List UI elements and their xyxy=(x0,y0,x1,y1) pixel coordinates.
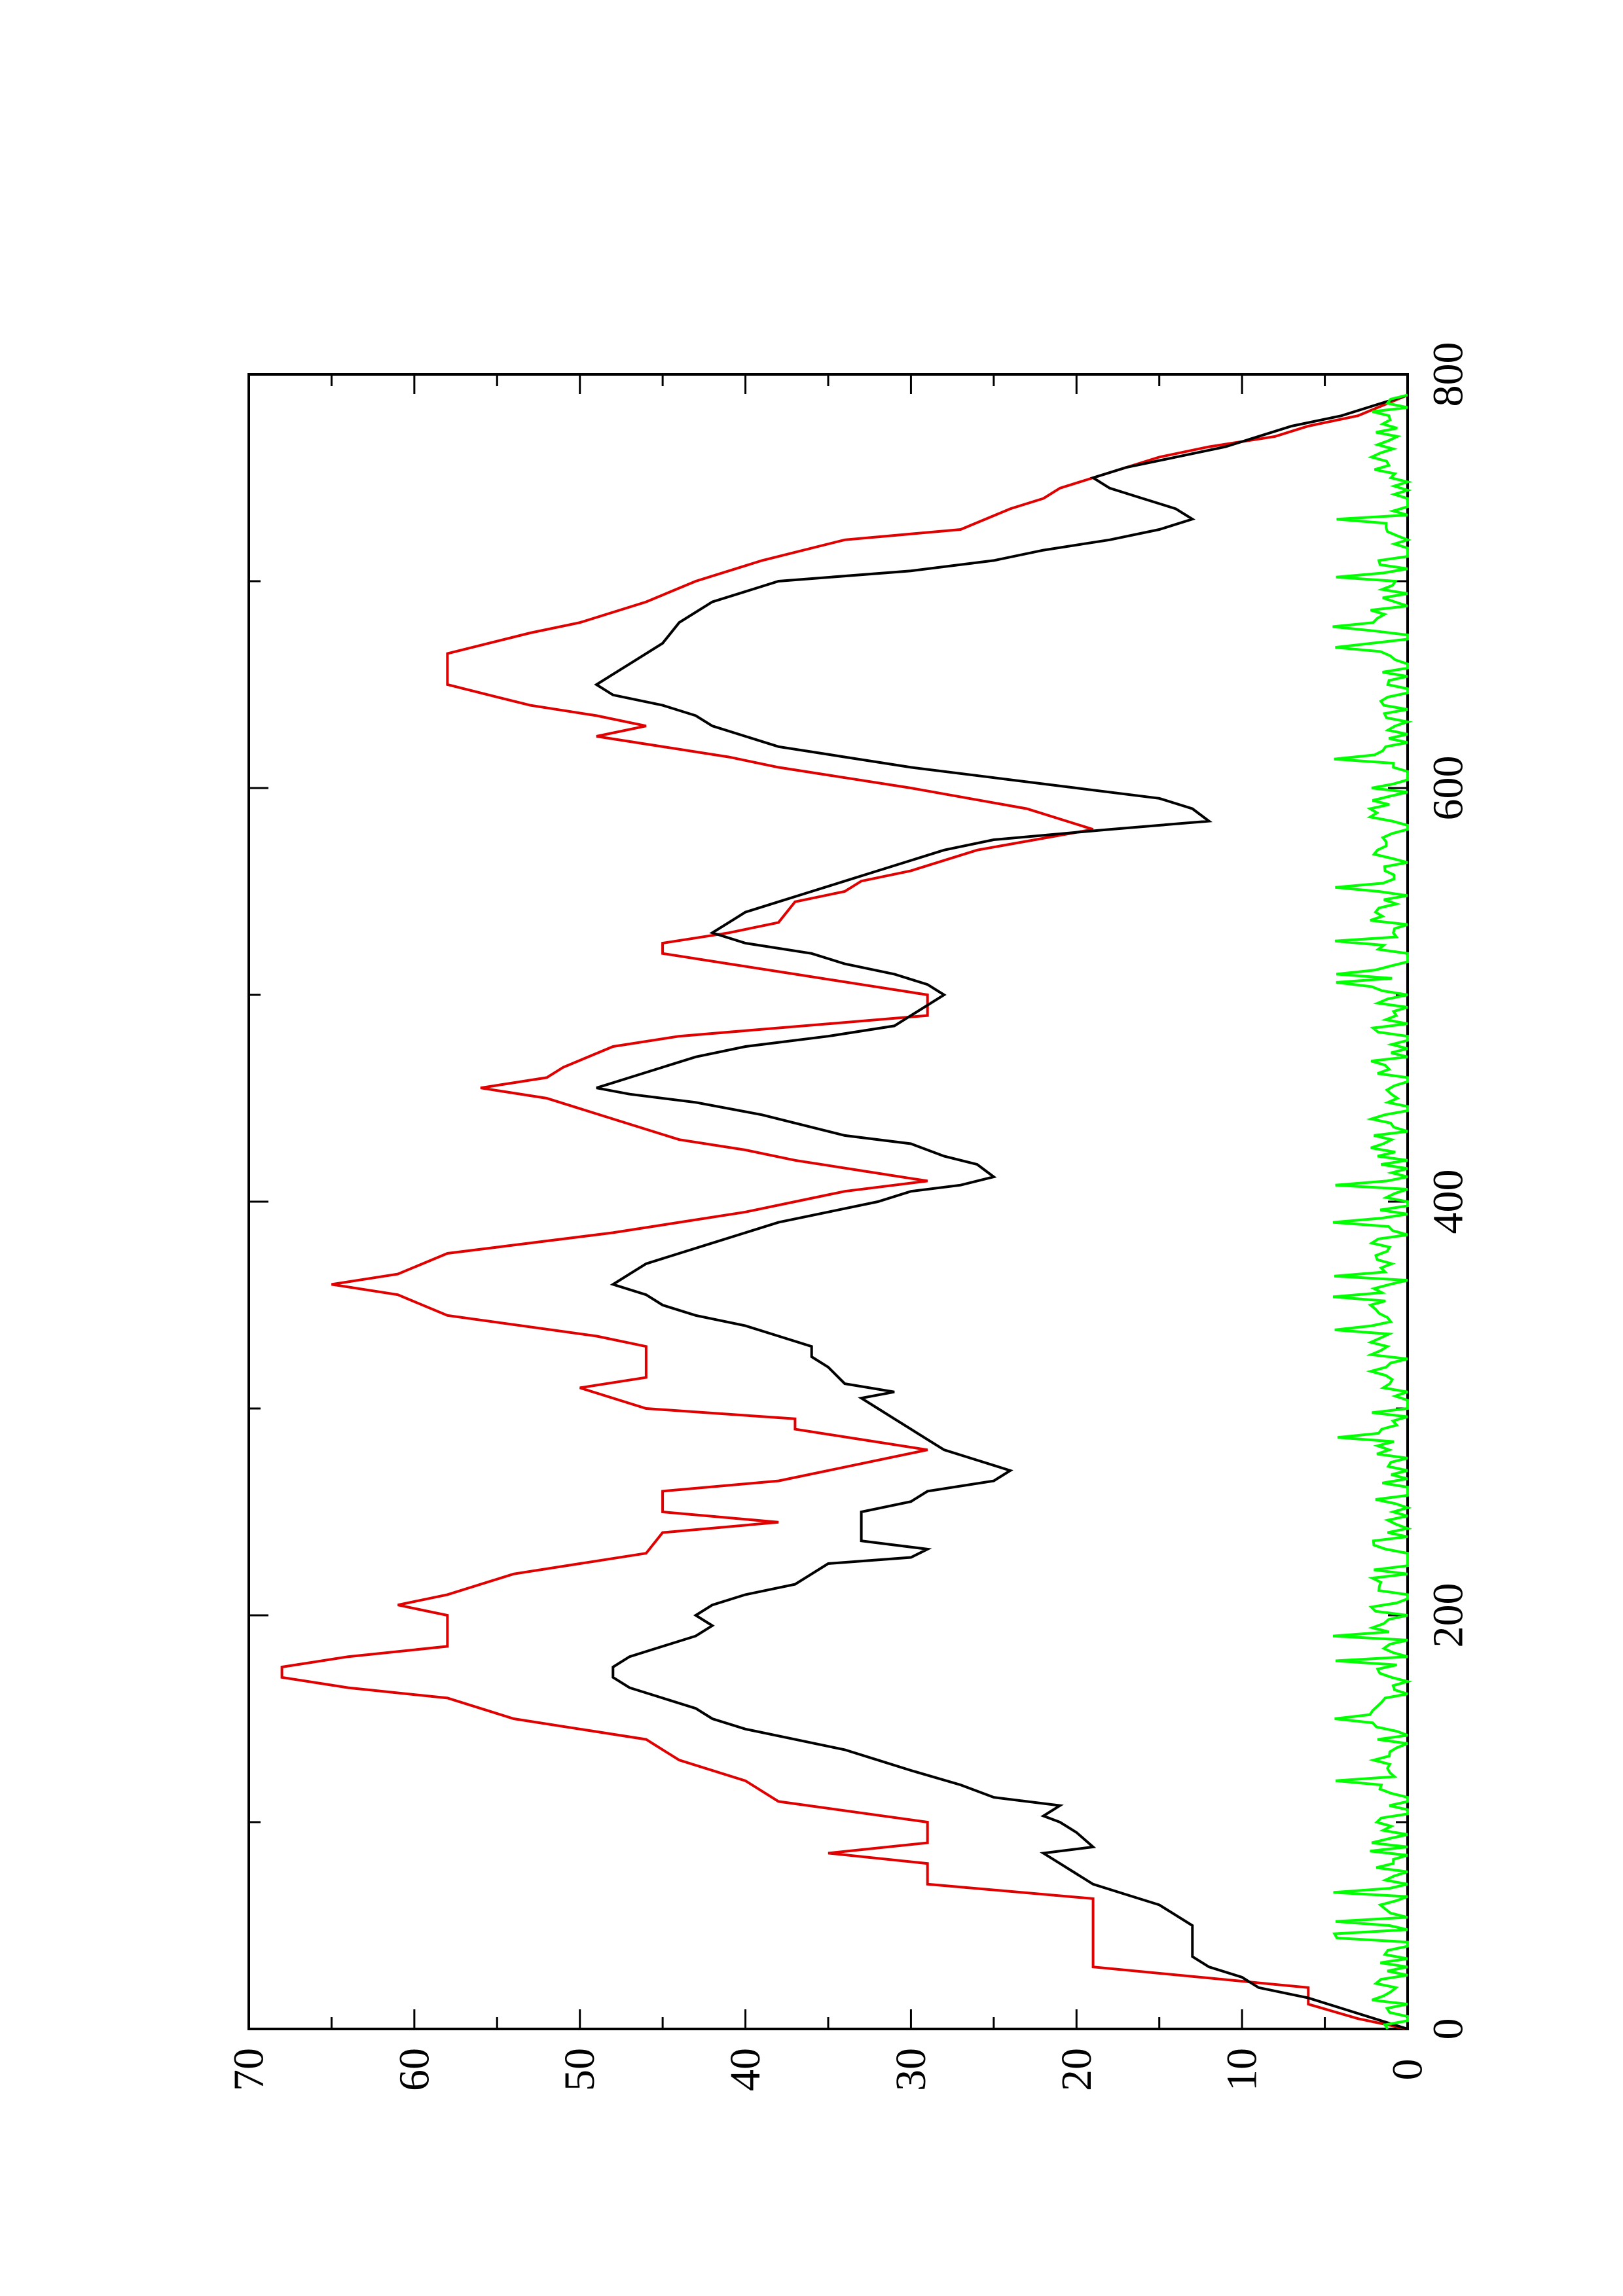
y-tick-label: 60 xyxy=(390,2048,438,2091)
y-tick-label: 20 xyxy=(1053,2048,1101,2091)
x-tick-label: 400 xyxy=(1425,1170,1472,1234)
tick-marks xyxy=(247,373,1409,2030)
series-group xyxy=(280,393,1413,2030)
y-tick-label: 30 xyxy=(887,2048,935,2091)
y-tick-label: 40 xyxy=(721,2048,769,2091)
plot-frame xyxy=(247,373,1409,2030)
y-tick-label: 70 xyxy=(225,2048,273,2091)
x-tick-label: 200 xyxy=(1425,1583,1472,1648)
y-tick-label: 10 xyxy=(1218,2048,1266,2091)
y-tick-label: 50 xyxy=(556,2048,604,2091)
x-tick-label: 0 xyxy=(1425,2018,1472,2040)
x-tick-label: 600 xyxy=(1425,756,1472,821)
y-tick-label: 0 xyxy=(1384,2059,1432,2081)
series-line-2 xyxy=(594,393,1408,2030)
series-line-3 xyxy=(1332,393,1413,2030)
tick-labels: 0 200 400 600 800 0 10 20 30 40 50 60 70 xyxy=(225,342,1472,2092)
series-line-1 xyxy=(280,393,1408,2030)
x-tick-label: 800 xyxy=(1425,342,1472,407)
